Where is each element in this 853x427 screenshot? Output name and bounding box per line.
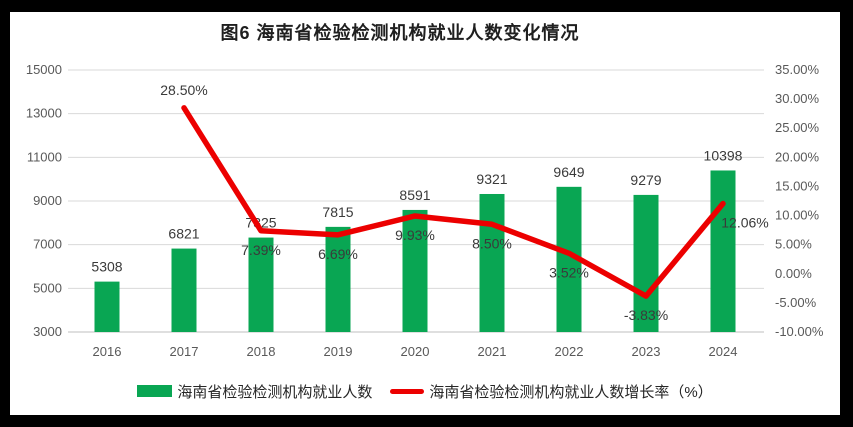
right-axis-tick: 10.00% [775,208,820,223]
bar [402,209,428,332]
x-axis-label: 2017 [170,344,199,359]
x-axis-label: 2019 [324,344,353,359]
x-axis-label: 2022 [555,344,584,359]
bar-value-label: 9649 [553,164,584,180]
x-axis-label: 2021 [478,344,507,359]
bar [710,170,736,332]
left-axis-tick: 7000 [33,237,62,252]
right-axis-tick: 20.00% [775,149,820,164]
chart-canvas: 15000 13000 11000 9000 7000 5000 3000 35.00% 30.… [26,62,824,359]
left-axis-tick: 11000 [27,149,62,164]
line-value-label: 6.69% [318,246,358,262]
right-axis-tick: 5.00% [775,237,812,252]
line-value-labels: 28.50% 7.39% 6.69% 9.93% 8.50% 3.52% -3.83% 12.… [160,82,768,323]
right-axis-tick: 15.00% [775,178,820,193]
bar-value-label: 5308 [91,259,122,275]
x-axis-label: 2024 [709,344,738,359]
right-axis-tick: 0.00% [775,266,812,281]
bar-series [94,170,736,332]
bar [479,193,505,332]
legend-label-growth-rate: 海南省检验检测机构就业人数增长率（%） [429,383,713,401]
bar [94,281,120,332]
right-axis-tick: 30.00% [775,91,820,106]
legend-line-swatch-icon [390,388,425,394]
chart-title: 图6 海南省检验检测机构就业人数变化情况 [220,23,580,43]
line-value-label: 8.50% [472,235,512,251]
left-axis-tick: 13000 [26,106,62,121]
line-value-label: -3.83% [624,307,668,323]
right-axis: 35.00% 30.00% 25.00% 20.00% 15.00% 10.00% 5.00… [775,62,824,339]
bar-value-label: 9321 [476,171,507,187]
left-axis-tick: 3000 [33,324,62,339]
x-axis-label: 2020 [401,344,430,359]
line-value-label: 28.50% [160,82,207,98]
left-axis: 15000 13000 11000 9000 7000 5000 3000 [26,62,62,339]
legend-item-employment: 海南省检验检测机构就业人数 [137,381,372,402]
line-series [181,105,726,299]
growth-rate-line [181,105,726,299]
bar-value-label: 10398 [704,147,743,163]
x-axis-label: 2018 [247,344,276,359]
line-value-label: 12.06% [721,215,768,231]
right-axis-tick: 25.00% [775,120,820,135]
bar [325,226,351,332]
bar [633,194,659,332]
chart-legend: 海南省检验检测机构就业人数 海南省检验检测机构就业人数增长率（%） [10,378,840,404]
bar-value-label: 6821 [168,226,199,242]
bar-value-label: 8591 [399,187,430,203]
chart-panel: 图6 海南省检验检测机构就业人数变化情况 15000 13000 11000 9000… [10,12,840,415]
bar-value-label: 7815 [322,204,353,220]
bar [248,237,274,332]
line-value-label: 9.93% [395,227,435,243]
left-axis-tick: 5000 [33,280,62,295]
x-axis-labels: 2016 2017 2018 2019 2020 2021 2022 2023 2024 [93,344,738,359]
bar-value-label: 9279 [630,172,661,188]
line-value-label: 3.52% [549,264,589,280]
x-axis-label: 2016 [93,344,122,359]
x-axis-label: 2023 [632,344,661,359]
line-value-label: 7.39% [241,242,281,258]
legend-item-growth-rate: 海南省检验检测机构就业人数增长率（%） [390,381,713,402]
right-axis-tick: -10.00% [775,324,824,339]
right-axis-tick: -5.00% [775,295,817,310]
left-axis-tick: 15000 [26,62,62,77]
legend-label-employment: 海南省检验检测机构就业人数 [177,383,373,401]
left-axis-tick: 9000 [33,193,62,208]
right-axis-tick: 35.00% [775,62,820,77]
bar [171,248,197,332]
legend-bar-swatch-icon [137,385,173,397]
